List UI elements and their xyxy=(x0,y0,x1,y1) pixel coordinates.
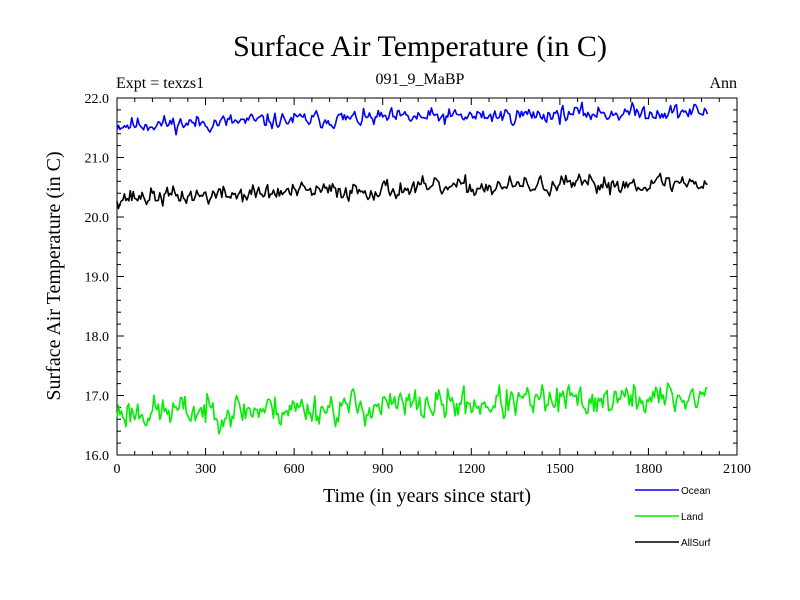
axis-ticks: 0 300 600 900 1200 1500 1800 2100 16.0 17.0 18.0 19… xyxy=(85,92,752,477)
x-tick-label: 1500 xyxy=(546,462,574,477)
x-tick-label: 1800 xyxy=(634,462,662,477)
series-line-ocean xyxy=(116,101,709,136)
x-tick-label: 1200 xyxy=(457,462,485,477)
y-tick-label: 21.0 xyxy=(85,152,110,167)
x-axis-label: Time (in years since start) xyxy=(323,485,531,507)
x-tick-label: 600 xyxy=(284,462,305,477)
subtitle-period: 091_9_MaBP xyxy=(376,71,465,88)
y-tick-label: 16.0 xyxy=(85,449,110,464)
x-tick-label: 0 xyxy=(114,462,121,477)
y-tick-label: 17.0 xyxy=(85,390,110,405)
series-lines xyxy=(116,101,709,435)
y-axis-label: Surface Air Temperature (in C) xyxy=(43,151,65,400)
plot-frame xyxy=(116,97,738,456)
x-tick-label: 900 xyxy=(372,462,393,477)
subtitle-experiment: Expt = texzs1 xyxy=(116,75,204,92)
legend: Ocean Land AllSurf xyxy=(635,486,711,549)
legend-label-allsurf: AllSurf xyxy=(681,538,711,549)
series-line-land xyxy=(116,382,708,435)
chart-title: Surface Air Temperature (in C) xyxy=(233,30,607,63)
subtitle-season: Ann xyxy=(709,75,737,92)
legend-label-land: Land xyxy=(681,512,703,523)
legend-label-ocean: Ocean xyxy=(681,486,710,497)
y-tick-label: 19.0 xyxy=(85,271,110,286)
y-tick-label: 18.0 xyxy=(85,330,110,345)
x-tick-label: 2100 xyxy=(723,462,751,477)
x-tick-label: 300 xyxy=(195,462,216,477)
y-tick-label: 20.0 xyxy=(85,211,110,226)
series-line-allsurf xyxy=(116,172,708,210)
y-tick-label: 22.0 xyxy=(85,92,110,107)
